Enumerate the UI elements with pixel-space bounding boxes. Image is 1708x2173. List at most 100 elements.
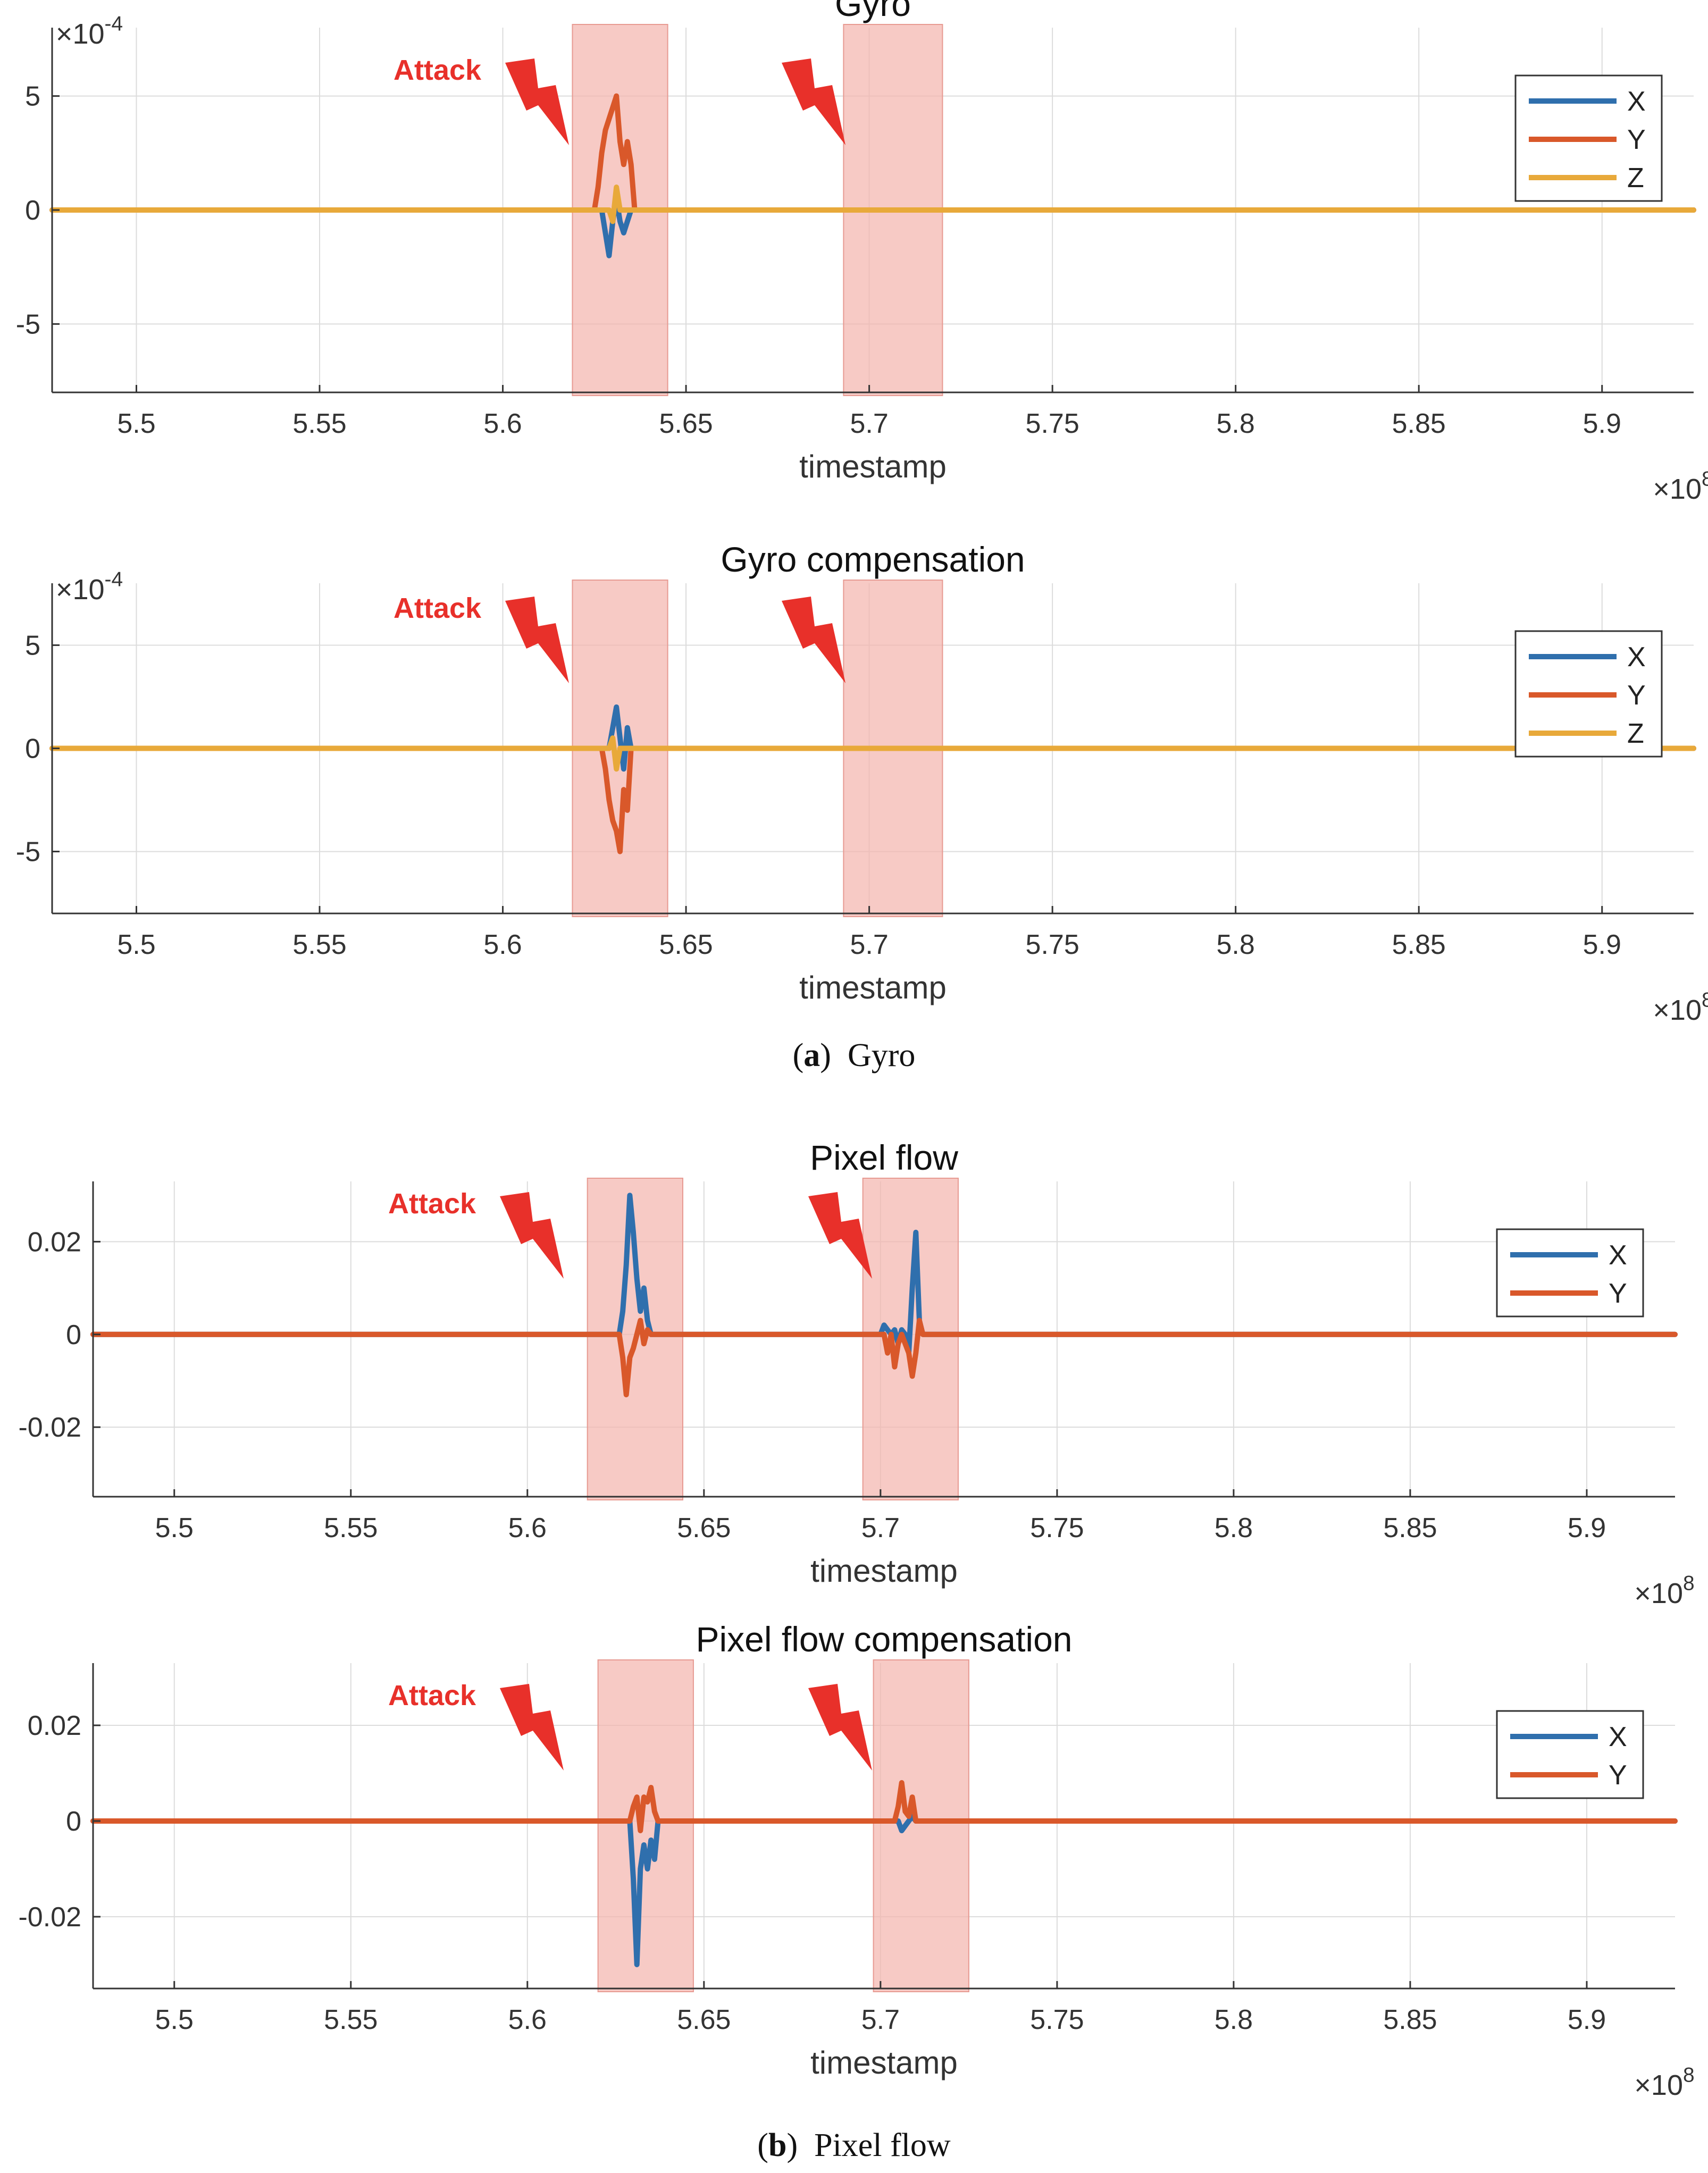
chart-4: 5.5 5.55 5.6 5.65 5.7 5.75 5.8 5.85 5.9 0.02 0 -0.0… xyxy=(18,1620,1694,2101)
y-tick-label: 0.02 xyxy=(28,1710,81,1741)
legend: XY xyxy=(1496,1710,1644,1799)
attack-label: Attack xyxy=(393,592,482,624)
y-tick-label: -0.02 xyxy=(18,1412,81,1443)
x-tick-label: 5.85 xyxy=(1392,929,1446,960)
legend-box xyxy=(1496,1228,1644,1318)
legend-label-y: Y xyxy=(1609,1278,1627,1309)
x-tick-label: 5.9 xyxy=(1568,2004,1606,2035)
x-tick-label: 5.5 xyxy=(117,408,155,439)
x-multiplier: ×108 xyxy=(1653,468,1708,505)
y-tick-label: 5 xyxy=(25,630,40,661)
lightning-bolt-icon xyxy=(782,58,845,145)
x-tick-label: 5.75 xyxy=(1026,408,1079,439)
x-tick-label: 5.6 xyxy=(508,1513,547,1543)
chart-2: 5.5 5.55 5.6 5.65 5.7 5.75 5.8 5.85 5.9 5 0 -5 Gyro … xyxy=(16,540,1708,1026)
x-tick-label: 5.75 xyxy=(1030,1513,1084,1543)
lightning-bolt-icon xyxy=(808,1192,872,1279)
legend-label-x: X xyxy=(1609,1240,1627,1271)
legend-label-x: X xyxy=(1609,1722,1627,1752)
x-tick-label: 5.9 xyxy=(1568,1513,1606,1543)
x-tick-label: 5.8 xyxy=(1217,929,1255,960)
chart-title: Gyro compensation xyxy=(721,540,1025,579)
x-tick-label: 5.7 xyxy=(861,1513,900,1543)
attack-window-1 xyxy=(597,1659,694,1992)
y-tick-label: 0 xyxy=(25,195,40,226)
chart-title: Pixel flow compensation xyxy=(696,1620,1072,1659)
legend-label-y: Y xyxy=(1627,124,1646,155)
x-tick-label: 5.55 xyxy=(324,2004,378,2035)
x-tick-label: 5.75 xyxy=(1030,2004,1084,2035)
lightning-bolt-icon xyxy=(505,597,569,683)
y-tick-label: -5 xyxy=(16,837,40,868)
y-multiplier: ×10-4 xyxy=(56,13,123,50)
y-tick-label: 0 xyxy=(66,1320,81,1350)
x-tick-label: 5.6 xyxy=(508,2004,547,2035)
x-axis-label: timestamp xyxy=(799,449,947,484)
y-tick-label: 0 xyxy=(25,734,40,765)
x-axis-label: timestamp xyxy=(810,2045,958,2080)
attack-label: Attack xyxy=(393,54,482,86)
x-tick-label: 5.5 xyxy=(117,929,155,960)
chart-1: 5.5 5.55 5.6 5.65 5.7 5.75 5.8 5.85 5.9 5 0 -5 Gyro t… xyxy=(16,0,1708,505)
lightning-bolt-icon xyxy=(500,1192,564,1279)
x-tick-label: 5.8 xyxy=(1215,2004,1253,2035)
x-axis-label: timestamp xyxy=(799,970,947,1005)
legend: XYZ xyxy=(1514,74,1663,202)
x-tick-label: 5.8 xyxy=(1215,1513,1253,1543)
series-line-x xyxy=(90,1193,1678,1356)
caption-a: (a) Gyro xyxy=(792,1037,916,1073)
x-tick-label: 5.7 xyxy=(861,2004,900,2035)
legend-box xyxy=(1496,1710,1644,1799)
y-tick-label: 0.02 xyxy=(28,1227,81,1257)
x-tick-label: 5.65 xyxy=(659,408,713,439)
legend-label-y: Y xyxy=(1627,680,1646,711)
legend-label-x: X xyxy=(1627,86,1646,117)
x-tick-label: 5.6 xyxy=(483,929,522,960)
legend-label-z: Z xyxy=(1627,163,1644,194)
chart-title: Pixel flow xyxy=(810,1138,958,1177)
y-tick-label: 5 xyxy=(25,81,40,112)
x-tick-label: 5.6 xyxy=(483,408,522,439)
x-tick-label: 5.55 xyxy=(292,929,346,960)
chart-title: Gyro xyxy=(835,0,911,23)
x-tick-label: 5.5 xyxy=(155,2004,194,2035)
lightning-bolt-icon xyxy=(500,1684,564,1771)
x-tick-label: 5.85 xyxy=(1383,1513,1437,1543)
series-line-y xyxy=(90,1318,1678,1398)
y-tick-label: -0.02 xyxy=(18,1902,81,1933)
x-tick-label: 5.55 xyxy=(292,408,346,439)
x-tick-label: 5.85 xyxy=(1392,408,1446,439)
y-tick-label: 0 xyxy=(66,1806,81,1837)
attack-window-2 xyxy=(873,1659,969,1992)
x-tick-label: 5.65 xyxy=(659,929,713,960)
series-line-x xyxy=(90,1814,1678,1967)
y-multiplier: ×10-4 xyxy=(56,568,123,606)
chart-3: 5.5 5.55 5.6 5.65 5.7 5.75 5.8 5.85 5.9 0.02 0 -0.0… xyxy=(18,1138,1694,1609)
x-tick-label: 5.7 xyxy=(850,929,888,960)
lightning-bolt-icon xyxy=(808,1684,872,1771)
x-multiplier: ×108 xyxy=(1634,2064,1694,2101)
legend-label-x: X xyxy=(1627,642,1646,673)
x-multiplier: ×108 xyxy=(1653,989,1708,1026)
attack-label: Attack xyxy=(388,1188,476,1220)
x-tick-label: 5.65 xyxy=(677,2004,731,2035)
x-tick-label: 5.7 xyxy=(850,408,888,439)
series-line-y xyxy=(49,93,1696,213)
x-axis-label: timestamp xyxy=(810,1553,958,1589)
x-tick-label: 5.8 xyxy=(1217,408,1255,439)
x-tick-label: 5.75 xyxy=(1026,929,1079,960)
attack-label: Attack xyxy=(388,1680,476,1711)
x-tick-label: 5.9 xyxy=(1583,929,1621,960)
legend: XYZ xyxy=(1514,630,1663,758)
x-tick-label: 5.9 xyxy=(1583,408,1621,439)
x-tick-label: 5.65 xyxy=(677,1513,731,1543)
lightning-bolt-icon xyxy=(782,597,845,683)
legend: XY xyxy=(1496,1228,1644,1318)
series-line-z xyxy=(49,735,1696,772)
series-line-y xyxy=(49,745,1696,854)
x-tick-label: 5.85 xyxy=(1383,2004,1437,2035)
legend-label-y: Y xyxy=(1609,1760,1627,1791)
x-multiplier: ×108 xyxy=(1634,1572,1694,1609)
caption-b: (b) Pixel flow xyxy=(757,2127,951,2163)
